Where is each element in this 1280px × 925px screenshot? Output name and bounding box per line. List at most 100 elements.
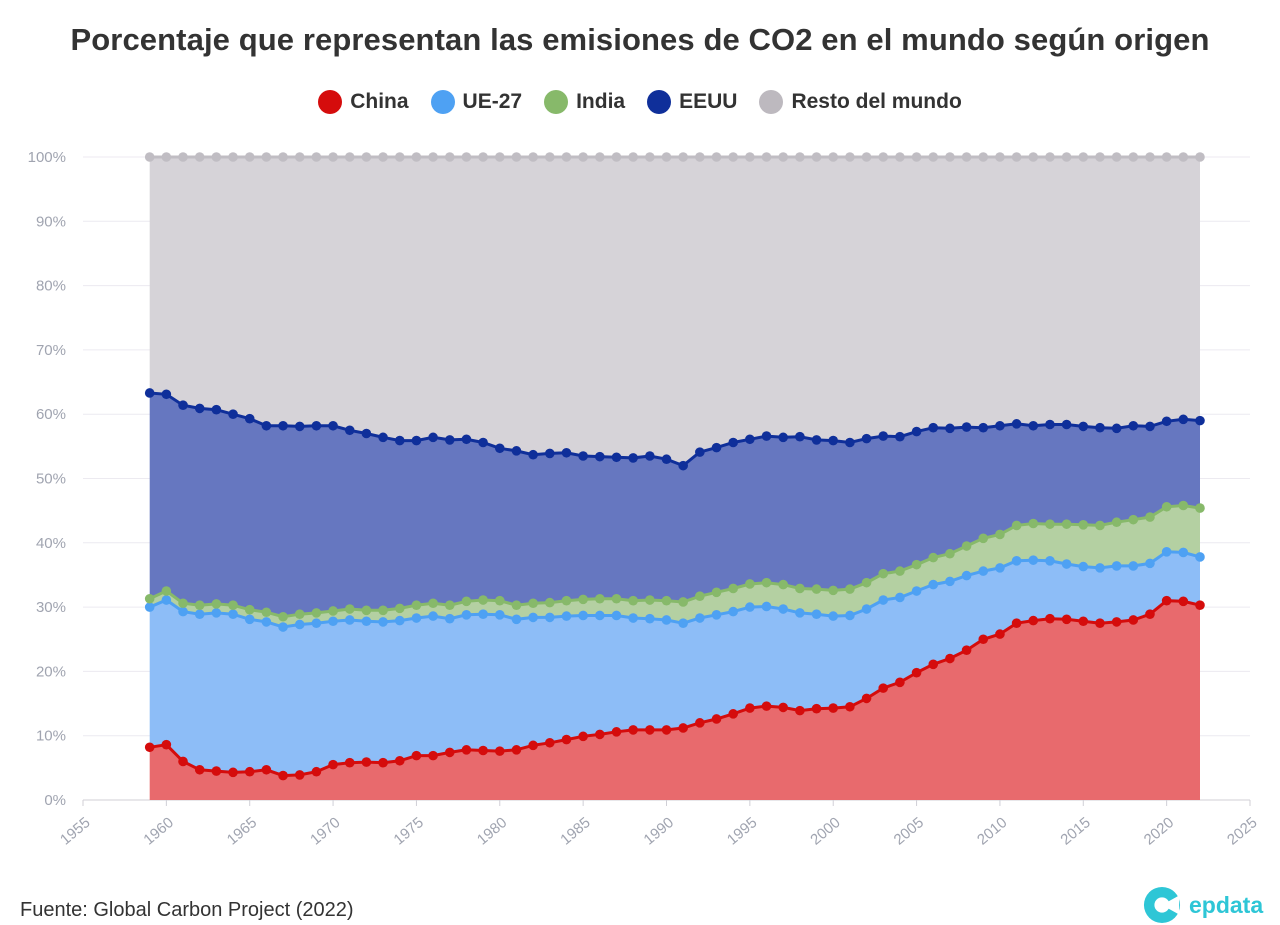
legend-item-india[interactable]: India bbox=[544, 90, 625, 114]
x-tick-label: 1970 bbox=[307, 814, 343, 848]
point-resto-del-mundo bbox=[578, 152, 588, 162]
point-india bbox=[545, 597, 555, 608]
point-china bbox=[695, 718, 705, 728]
point-eeuu bbox=[1111, 423, 1122, 434]
point-resto-del-mundo bbox=[228, 152, 238, 162]
point-india bbox=[945, 548, 955, 559]
point-resto-del-mundo bbox=[1128, 152, 1139, 162]
point-ue-27 bbox=[1195, 552, 1205, 562]
point-ue-27 bbox=[695, 613, 705, 623]
point-india bbox=[561, 595, 572, 606]
legend-item-eeuu[interactable]: EEUU bbox=[647, 90, 737, 114]
point-china bbox=[428, 750, 438, 761]
legend-item-china[interactable]: China bbox=[318, 90, 409, 114]
line-india bbox=[149, 503, 1201, 619]
point-eeuu bbox=[1195, 415, 1205, 426]
area-eeuu bbox=[149, 393, 1201, 617]
point-eeuu bbox=[261, 420, 272, 431]
point-ue-27 bbox=[861, 604, 872, 614]
point-india bbox=[178, 598, 188, 609]
point-ue-27 bbox=[328, 616, 338, 627]
point-china bbox=[745, 703, 755, 713]
point-resto-del-mundo bbox=[945, 152, 955, 162]
point-eeuu bbox=[611, 452, 622, 463]
point-resto-del-mundo bbox=[861, 152, 872, 162]
point-resto-del-mundo bbox=[144, 152, 155, 162]
area-ue-27 bbox=[149, 551, 1201, 776]
point-ue-27 bbox=[711, 610, 722, 620]
point-resto-del-mundo bbox=[178, 152, 188, 162]
point-china bbox=[845, 701, 855, 712]
point-ue-27 bbox=[678, 618, 688, 628]
point-eeuu bbox=[228, 409, 238, 420]
point-india bbox=[728, 583, 738, 594]
point-india bbox=[645, 595, 655, 605]
legend-label-eeuu: EEUU bbox=[679, 90, 738, 113]
point-ue-27 bbox=[1178, 547, 1189, 558]
point-eeuu bbox=[194, 403, 205, 414]
chart-title: Porcentaje que representan las emisiones… bbox=[70, 22, 1210, 57]
line-ue-27 bbox=[149, 550, 1201, 629]
point-eeuu bbox=[394, 435, 405, 446]
source-note: Fuente: Global Carbon Project (2022) bbox=[20, 899, 354, 921]
point-ue-27 bbox=[728, 606, 738, 617]
point-ue-27 bbox=[578, 610, 588, 621]
point-india bbox=[211, 599, 222, 609]
point-china bbox=[1095, 618, 1105, 628]
point-resto-del-mundo bbox=[545, 152, 555, 162]
point-china bbox=[1011, 618, 1022, 628]
legend-item-ue27[interactable]: UE-27 bbox=[430, 90, 523, 114]
point-china bbox=[561, 734, 572, 745]
point-eeuu bbox=[745, 434, 755, 445]
point-china bbox=[244, 766, 255, 777]
legend-label-resto: Resto del mundo bbox=[791, 90, 962, 113]
point-china bbox=[261, 764, 272, 775]
point-india bbox=[528, 598, 538, 609]
point-eeuu bbox=[928, 422, 939, 433]
point-eeuu bbox=[645, 451, 655, 461]
point-eeuu bbox=[444, 435, 455, 445]
point-resto-del-mundo bbox=[711, 152, 722, 162]
point-ue-27 bbox=[378, 617, 388, 627]
point-ue-27 bbox=[661, 615, 672, 625]
point-china bbox=[478, 745, 488, 756]
point-resto-del-mundo bbox=[1061, 152, 1072, 162]
point-china bbox=[344, 757, 355, 768]
point-eeuu bbox=[311, 420, 322, 431]
point-india bbox=[1145, 512, 1155, 522]
point-ue-27 bbox=[745, 602, 755, 612]
point-india bbox=[695, 591, 705, 601]
point-resto-del-mundo bbox=[1011, 152, 1022, 162]
brand-logo: epdata bbox=[1143, 886, 1263, 924]
point-india bbox=[828, 585, 839, 596]
point-india bbox=[778, 579, 788, 590]
point-china bbox=[211, 766, 222, 776]
point-ue-27 bbox=[1111, 561, 1122, 571]
point-ue-27 bbox=[1161, 547, 1172, 557]
point-ue-27 bbox=[261, 617, 272, 627]
point-india bbox=[928, 552, 939, 563]
legend-label-ue27: UE-27 bbox=[462, 90, 523, 113]
point-resto-del-mundo bbox=[1145, 152, 1155, 162]
point-india bbox=[795, 583, 805, 594]
y-tick-label: 60% bbox=[36, 406, 66, 423]
point-china bbox=[645, 725, 655, 735]
line-eeuu bbox=[149, 391, 1201, 468]
legend-item-resto[interactable]: Resto del mundo bbox=[759, 90, 962, 114]
point-india bbox=[244, 604, 255, 615]
point-eeuu bbox=[1045, 419, 1055, 430]
point-india bbox=[361, 605, 372, 616]
x-tick-label: 2000 bbox=[807, 814, 843, 848]
point-india bbox=[761, 577, 772, 588]
point-eeuu bbox=[344, 425, 355, 436]
point-resto-del-mundo bbox=[895, 152, 905, 162]
point-eeuu bbox=[845, 437, 855, 448]
point-resto-del-mundo bbox=[444, 152, 455, 162]
legend-swatch-china bbox=[318, 90, 343, 114]
point-china bbox=[578, 731, 588, 742]
area-resto-del-mundo bbox=[149, 157, 1201, 466]
point-china bbox=[895, 677, 905, 688]
y-tick-label: 30% bbox=[36, 599, 66, 616]
legend-swatch-eeuu bbox=[647, 90, 672, 114]
point-ue-27 bbox=[828, 611, 839, 621]
